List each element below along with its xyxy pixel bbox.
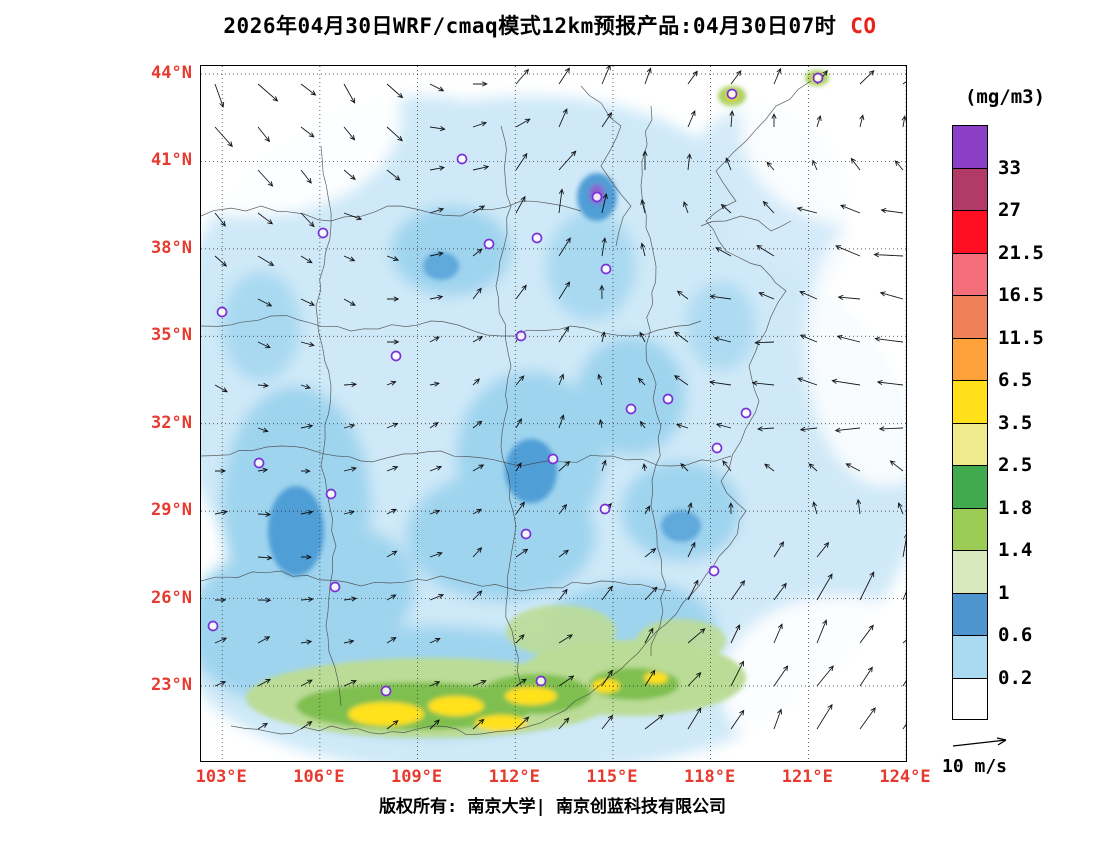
- lon-tick-label: 124°E: [879, 767, 931, 787]
- wind-scale-label: 10 m/s: [942, 756, 1008, 777]
- legend-level-label: 1.4: [998, 539, 1033, 561]
- legend-level-label: 27: [998, 199, 1021, 221]
- station-marker: [207, 620, 219, 632]
- legend-color-block: [952, 422, 988, 466]
- lat-tick-label: 44°N: [151, 63, 192, 83]
- legend-color-block: [952, 380, 988, 424]
- graticule: [201, 66, 906, 761]
- legend-level-label: 0.2: [998, 666, 1033, 689]
- legend-color-block: [952, 677, 988, 720]
- station-marker: [547, 453, 559, 465]
- station-marker: [662, 393, 674, 405]
- station-marker: [520, 528, 532, 540]
- legend-level-label: 21.5: [998, 241, 1044, 264]
- station-marker: [708, 565, 720, 577]
- forecast-map: [201, 66, 906, 761]
- station-marker: [390, 350, 402, 362]
- legend-level-label: 2.5: [998, 454, 1033, 476]
- station-marker: [456, 153, 468, 165]
- lon-tick-label: 118°E: [684, 767, 736, 787]
- station-marker: [325, 488, 337, 500]
- legend-level-label: 16.5: [998, 284, 1044, 306]
- page-title: 2026年04月30日WRF/cmaq模式12km预报产品:04月30日07时 C…: [0, 10, 1100, 40]
- title-text: 2026年04月30日WRF/cmaq模式12km预报产品:04月30日07时: [223, 14, 837, 38]
- lat-tick-label: 38°N: [151, 237, 192, 258]
- legend-level-label: 6.5: [998, 369, 1033, 391]
- station-marker: [600, 263, 612, 275]
- lat-tick-label: 41°N: [151, 150, 192, 171]
- legend-color-block: [952, 210, 988, 254]
- legend-level-label: 33: [998, 156, 1021, 179]
- station-marker: [625, 403, 637, 415]
- station-marker: [740, 407, 752, 419]
- lat-tick-label: 35°N: [151, 325, 192, 346]
- map-area: [200, 65, 907, 762]
- lat-tick-label: 23°N: [151, 675, 192, 695]
- station-marker: [726, 88, 738, 100]
- legend-color-block: [952, 507, 988, 551]
- lat-tick-label: 32°N: [151, 412, 192, 433]
- copyright: 版权所有: 南京大学| 南京创蓝科技有限公司: [379, 797, 726, 817]
- legend-color-block: [952, 635, 988, 679]
- lon-tick-label: 106°E: [293, 767, 345, 787]
- legend-color-block: [952, 337, 988, 381]
- lat-tick-label: 26°N: [151, 587, 192, 608]
- lat-tick-label: 29°N: [151, 500, 192, 521]
- coast-province-boundaries: [201, 80, 812, 736]
- legend-level-label: 1: [998, 581, 1010, 604]
- legend-color-block: [952, 125, 988, 169]
- city-markers: [207, 72, 824, 697]
- station-marker: [380, 685, 392, 697]
- legend-color-block: [952, 550, 988, 594]
- legend-units: (mg/m3): [964, 86, 1046, 108]
- station-marker: [591, 191, 603, 203]
- station-marker: [531, 232, 543, 244]
- lon-tick-label: 103°E: [195, 767, 247, 787]
- legend-color-block: [952, 295, 988, 339]
- legend-level-label: 0.6: [998, 624, 1033, 646]
- station-marker: [317, 227, 329, 239]
- legend-color-block: [952, 592, 988, 636]
- station-marker: [812, 72, 824, 84]
- legend-color-block: [952, 252, 988, 296]
- station-marker: [329, 581, 341, 593]
- lon-tick-label: 121°E: [781, 767, 833, 787]
- concentration-field-detail: [246, 70, 829, 738]
- station-marker: [483, 238, 495, 250]
- lon-tick-label: 115°E: [586, 767, 638, 787]
- title-species: CO: [850, 14, 877, 38]
- station-marker: [535, 675, 547, 687]
- station-marker: [253, 457, 265, 469]
- station-marker: [711, 442, 723, 454]
- station-marker: [216, 306, 228, 318]
- wind-scale-arrow: [952, 737, 1007, 747]
- station-marker: [599, 503, 611, 515]
- legend-level-label: 1.8: [998, 496, 1033, 519]
- lon-tick-label: 109°E: [390, 767, 443, 787]
- legend-color-block: [952, 465, 988, 509]
- lon-tick-label: 112°E: [488, 767, 540, 787]
- concentration-field-wash: [201, 66, 906, 761]
- legend-level-label: 3.5: [998, 411, 1033, 434]
- legend-colorbar: 33 27 21.5 16.5 11.5 6.5 3.5 2.5 1.8 1.4 1 0.6 0.2: [952, 125, 1044, 720]
- station-marker: [515, 330, 527, 342]
- legend-level-label: 11.5: [998, 326, 1044, 349]
- legend-color-block: [952, 167, 988, 211]
